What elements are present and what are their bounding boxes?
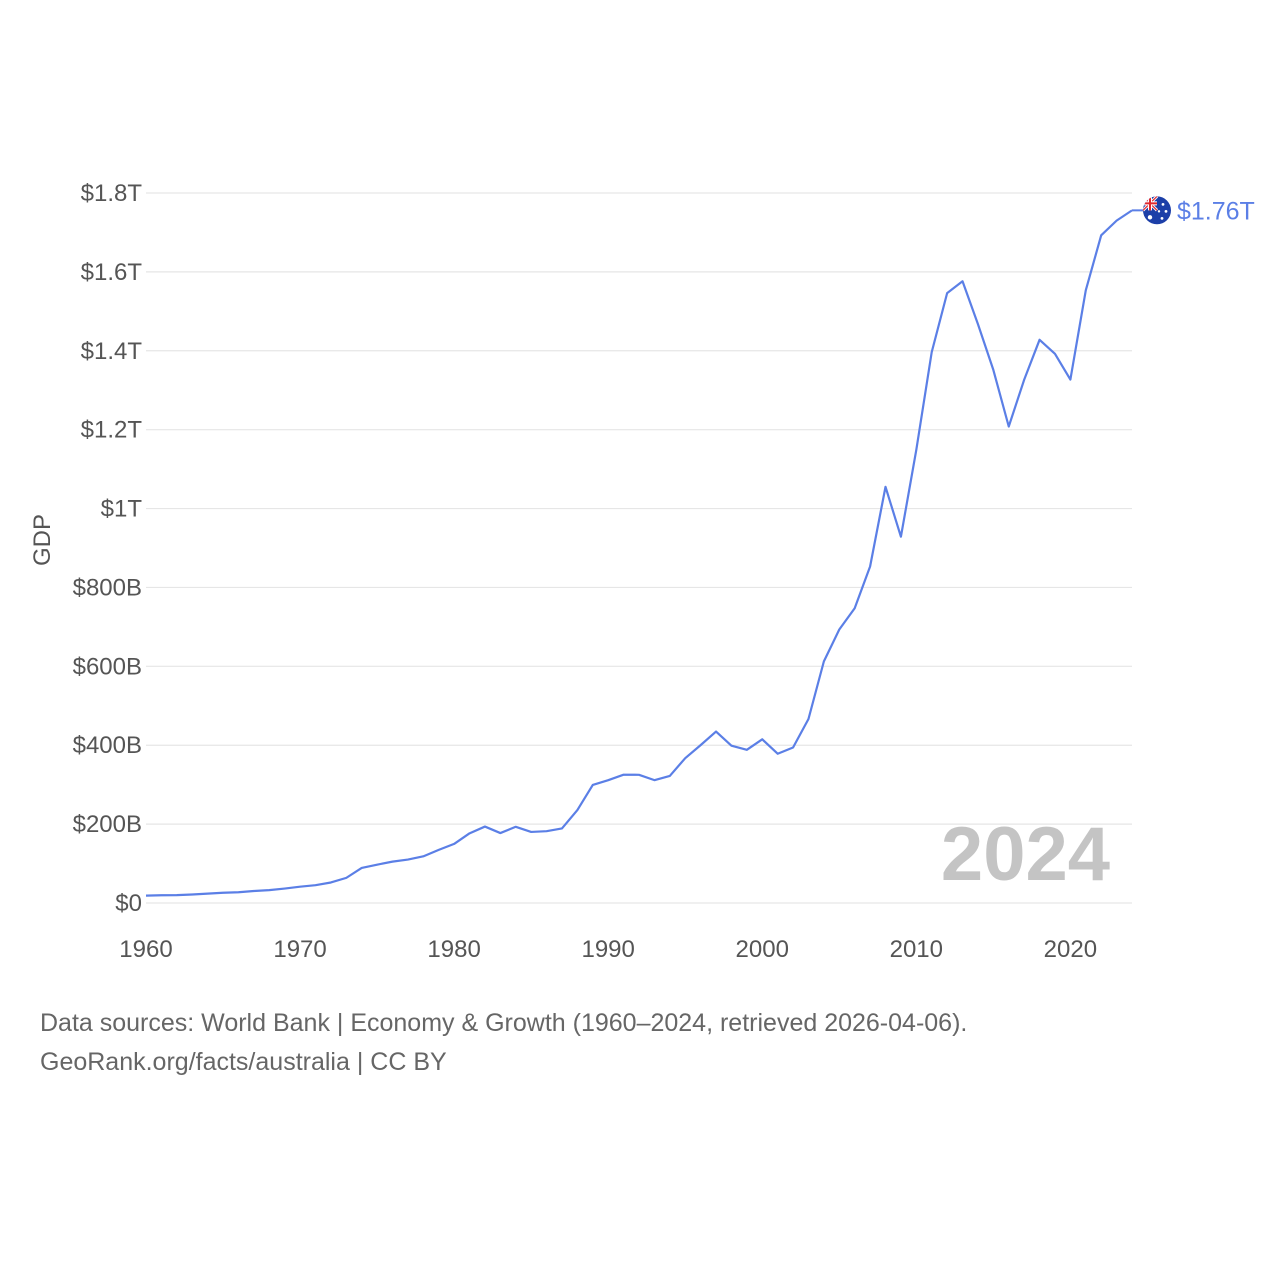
y-tick-label: $1.6T [81,259,143,286]
y-axis-title: GDP [29,514,56,566]
y-axis: $0 $200B $400B $600B $800B $1T $1.2T $1.4T $1.6T… [73,180,143,917]
australia-flag-icon [1143,196,1171,225]
y-tick-label: $1T [101,496,143,523]
gdp-line-chart: $0 $200B $400B $600B $800B $1T $1.2T $1.4T $1.6T… [29,180,1255,963]
y-tick-label: $200B [73,811,142,838]
x-tick-label: 2000 [736,936,789,963]
x-tick-label: 1960 [119,936,172,963]
y-tick-label: $800B [73,574,142,601]
y-tick-label: $400B [73,732,142,759]
y-tick-label: $0 [115,890,142,917]
current-year-label: 2024 [941,812,1110,897]
y-tick-label: $600B [73,653,142,680]
x-tick-label: 2010 [890,936,943,963]
attribution-text: GeoRank.org/facts/australia | CC BY [40,1048,447,1076]
x-tick-label: 1990 [581,936,634,963]
series-line-australia [145,209,1133,897]
series-end-marker: $1.76T [1132,196,1255,225]
x-tick-label: 2020 [1044,936,1097,963]
series-end-value-label: $1.76T [1177,197,1255,225]
y-tick-label: $1.2T [81,417,143,444]
gridlines [146,192,1132,904]
x-tick-label: 1970 [273,936,326,963]
data-sources-text: Data sources: World Bank | Economy & Gro… [40,1009,968,1037]
x-tick-label: 1980 [427,936,480,963]
y-tick-label: $1.8T [81,180,143,207]
footer: Data sources: World Bank | Economy & Gro… [40,1004,967,1082]
y-tick-label: $1.4T [81,338,143,365]
x-axis: 1960 1970 1980 1990 2000 2010 2020 [119,936,1097,963]
